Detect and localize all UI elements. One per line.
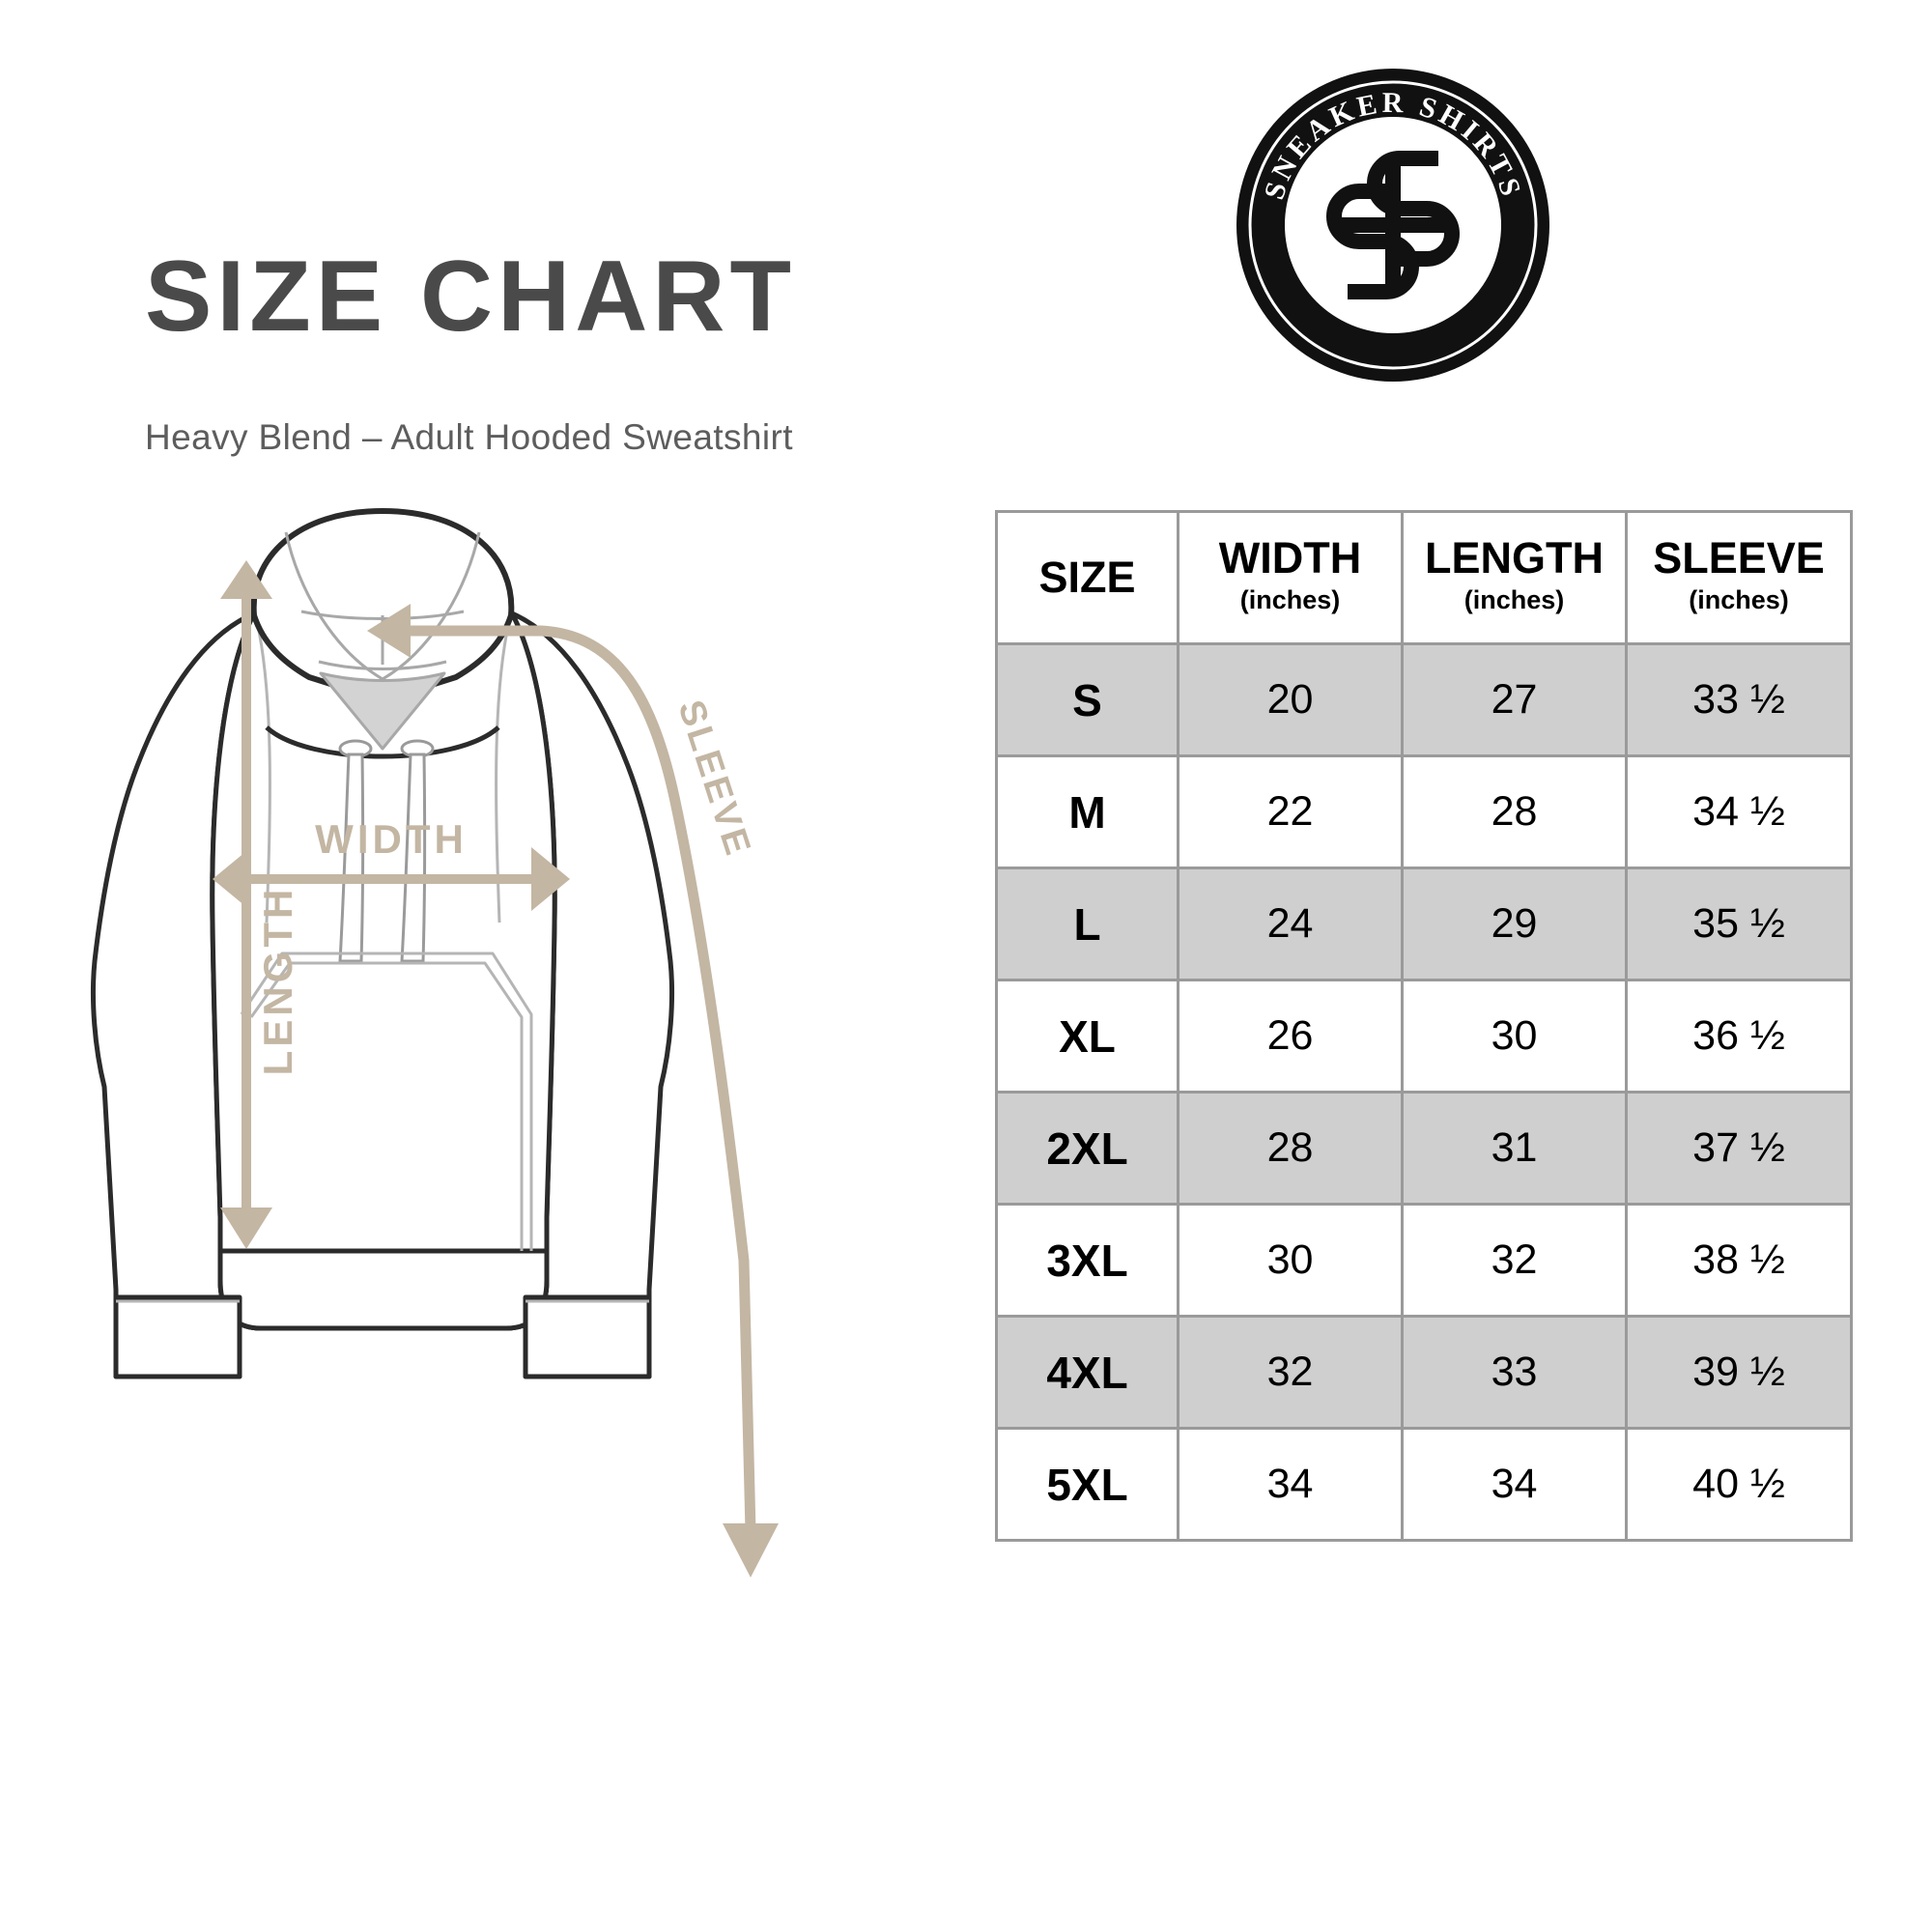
cell-width: 30 — [1177, 1203, 1404, 1318]
page-title: SIZE CHART — [145, 241, 796, 353]
hoodie-drawstrings — [338, 739, 435, 963]
column-header-length-unit: (inches) — [1463, 584, 1565, 614]
cell-size: 2XL — [995, 1091, 1179, 1206]
table-row: L 24 29 35 ½ — [995, 867, 1853, 981]
cell-width: 20 — [1177, 642, 1404, 757]
table-row: 2XL 28 31 37 ½ — [995, 1091, 1853, 1206]
cell-sleeve: 33 ½ — [1625, 642, 1853, 757]
cell-size: 4XL — [995, 1315, 1179, 1430]
cell-length: 29 — [1401, 867, 1628, 981]
cell-sleeve: 36 ½ — [1625, 979, 1853, 1094]
cell-sleeve: 38 ½ — [1625, 1203, 1853, 1318]
table-row: XL 26 30 36 ½ — [995, 979, 1853, 1094]
cell-sleeve: 40 ½ — [1625, 1427, 1853, 1542]
cell-length: 32 — [1401, 1203, 1628, 1318]
length-label: LENGTH — [255, 886, 300, 1076]
title-block: SIZE CHART Heavy Blend – Adult Hooded Sw… — [145, 246, 937, 458]
hoodie-neckline — [265, 725, 500, 759]
table-row: 3XL 30 32 38 ½ — [995, 1203, 1853, 1318]
cell-sleeve: 39 ½ — [1625, 1315, 1853, 1430]
column-header-sleeve-unit: (inches) — [1689, 584, 1789, 614]
logo-ss-monogram — [1326, 151, 1460, 299]
cell-size: L — [995, 867, 1179, 981]
size-chart-table: SIZE WIDTH (inches) LENGTH (inches) SLEE… — [995, 510, 1853, 1542]
cell-width: 22 — [1177, 754, 1404, 869]
page-subtitle: Heavy Blend – Adult Hooded Sweatshirt — [145, 417, 793, 457]
sneaker-shirts-outlet-logo: SNEAKER SHIRTS OUTLET.COM — [1234, 66, 1552, 384]
hoodie-left-cuff — [113, 1294, 242, 1379]
cell-width: 24 — [1177, 867, 1404, 981]
cell-sleeve: 35 ½ — [1625, 867, 1853, 981]
cell-width: 34 — [1177, 1427, 1404, 1542]
table-row: 5XL 34 34 40 ½ — [995, 1427, 1853, 1542]
cell-size: M — [995, 754, 1179, 869]
table-header-row: SIZE WIDTH (inches) LENGTH (inches) SLEE… — [995, 510, 1853, 645]
length-measure-arrow — [220, 560, 272, 1249]
column-header-length-main: LENGTH — [1425, 532, 1604, 582]
cell-length: 28 — [1401, 754, 1628, 869]
size-chart-table-container: SIZE WIDTH (inches) LENGTH (inches) SLEE… — [995, 510, 1853, 1542]
column-header-size: SIZE — [995, 510, 1179, 645]
cell-length: 31 — [1401, 1091, 1628, 1206]
cell-length: 27 — [1401, 642, 1628, 757]
column-header-size-main: SIZE — [1038, 553, 1136, 603]
sleeve-measure-line — [396, 625, 756, 1532]
sleeve-arrow-head-start — [367, 604, 411, 658]
hoodie-right-cuff — [523, 1294, 652, 1379]
column-header-width-main: WIDTH — [1218, 532, 1362, 582]
cell-size: XL — [995, 979, 1179, 1094]
table-row: 4XL 32 33 39 ½ — [995, 1315, 1853, 1430]
cell-width: 26 — [1177, 979, 1404, 1094]
cell-width: 32 — [1177, 1315, 1404, 1430]
column-header-sleeve-main: SLEEVE — [1653, 532, 1825, 582]
cell-length: 33 — [1401, 1315, 1628, 1430]
cell-sleeve: 34 ½ — [1625, 754, 1853, 869]
cell-size: S — [995, 642, 1179, 757]
column-header-length: LENGTH (inches) — [1401, 510, 1628, 645]
column-header-width: WIDTH (inches) — [1177, 510, 1404, 645]
cell-length: 34 — [1401, 1427, 1628, 1542]
hoodie-waist-rib — [217, 1248, 550, 1331]
cell-length: 30 — [1401, 979, 1628, 1094]
table-row: M 22 28 34 ½ — [995, 754, 1853, 869]
cell-width: 28 — [1177, 1091, 1404, 1206]
cell-size: 3XL — [995, 1203, 1179, 1318]
sleeve-arrow-head-end — [723, 1523, 779, 1577]
cell-sleeve: 37 ½ — [1625, 1091, 1853, 1206]
hoodie-hood — [250, 508, 515, 751]
width-label: WIDTH — [315, 816, 468, 862]
cell-size: 5XL — [995, 1427, 1179, 1542]
column-header-width-unit: (inches) — [1239, 584, 1341, 614]
table-row: S 20 27 33 ½ — [995, 642, 1853, 757]
hoodie-kangaroo-pocket — [240, 952, 533, 1251]
column-header-sleeve: SLEEVE (inches) — [1625, 510, 1853, 645]
hooded-sweatshirt-measurement-diagram: WIDTH LENGTH SLEEVE — [77, 507, 1053, 1647]
